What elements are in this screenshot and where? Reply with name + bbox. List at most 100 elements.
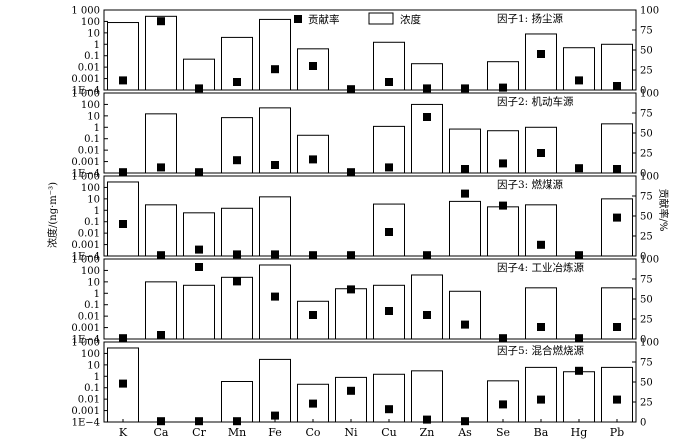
bar-Mn bbox=[221, 380, 253, 423]
marker-Zn bbox=[423, 251, 431, 260]
category-label: Hg bbox=[571, 426, 588, 439]
right-tick-label: 50 bbox=[640, 129, 653, 140]
legend-marker-swatch bbox=[294, 15, 302, 23]
bar-Hg bbox=[563, 371, 595, 423]
left-tick-label: 0.001 bbox=[71, 74, 100, 85]
left-tick-label: 0.001 bbox=[71, 323, 100, 334]
left-tick-label: 10 bbox=[87, 28, 100, 39]
left-tick-label: 1 bbox=[94, 372, 100, 383]
bar-Ba bbox=[525, 287, 557, 340]
right-tick-label: 100 bbox=[640, 89, 659, 100]
left-tick-label: 10 bbox=[87, 277, 100, 288]
left-tick-label: 100 bbox=[81, 183, 100, 194]
right-tick-label: 100 bbox=[640, 172, 659, 183]
bar-As bbox=[449, 290, 481, 340]
marker-Ni bbox=[347, 386, 355, 395]
right-tick-label: 100 bbox=[640, 6, 659, 17]
right-tick-label: 75 bbox=[640, 109, 653, 120]
panel-label: 因子3: 燃煤源 bbox=[497, 178, 564, 191]
bar-Pb bbox=[601, 198, 633, 257]
left-tick-label: 1E−4 bbox=[72, 252, 100, 263]
marker-Cu bbox=[385, 163, 393, 172]
right-tick-label: 25 bbox=[640, 66, 653, 77]
marker-Cr bbox=[195, 263, 203, 271]
marker-Pb bbox=[613, 82, 621, 90]
left-tick-label: 0.01 bbox=[78, 63, 100, 74]
category-label: Cr bbox=[192, 426, 206, 439]
marker-Hg bbox=[575, 334, 583, 343]
marker-Hg bbox=[575, 76, 583, 85]
category-label: Cu bbox=[381, 426, 397, 439]
bar-Mn bbox=[221, 117, 253, 174]
left-tick-label: 100 bbox=[81, 100, 100, 111]
marker-Se bbox=[499, 400, 507, 409]
right-tick-label: 0 bbox=[640, 418, 646, 429]
marker-As bbox=[461, 84, 469, 93]
marker-K bbox=[119, 379, 127, 388]
left-tick-label: 100 bbox=[81, 17, 100, 28]
category-label: K bbox=[119, 426, 128, 439]
marker-Co bbox=[309, 399, 317, 408]
marker-Se bbox=[499, 334, 507, 343]
marker-As bbox=[461, 320, 469, 329]
marker-Cu bbox=[385, 405, 393, 414]
marker-Zn bbox=[423, 311, 431, 319]
left-tick-label: 1 bbox=[94, 123, 100, 134]
marker-K bbox=[119, 220, 127, 228]
bar-Cu bbox=[373, 373, 405, 423]
marker-Ba bbox=[537, 240, 545, 249]
category-label: Se bbox=[496, 426, 510, 439]
left-tick-label: 100 bbox=[81, 266, 100, 277]
category-label: As bbox=[457, 426, 472, 439]
right-tick-label: 25 bbox=[640, 398, 653, 409]
marker-Zn bbox=[423, 113, 431, 121]
left-tick-label: 1E−4 bbox=[72, 335, 100, 346]
legend-bar-label: 浓度 bbox=[400, 13, 421, 26]
bar-Ba bbox=[525, 366, 557, 423]
panel-label: 因子4: 工业冶炼源 bbox=[497, 261, 585, 274]
marker-Ca bbox=[157, 251, 165, 260]
marker-Fe bbox=[271, 411, 279, 420]
marker-Pb bbox=[613, 323, 621, 331]
bar-Ca bbox=[145, 281, 177, 340]
marker-Cu bbox=[385, 78, 393, 86]
marker-Pb bbox=[613, 213, 621, 222]
left-tick-label: 0.1 bbox=[84, 134, 100, 145]
right-tick-label: 75 bbox=[640, 358, 653, 369]
bar-Fe bbox=[259, 264, 291, 340]
category-label: Ba bbox=[534, 426, 549, 439]
bar-Fe bbox=[259, 18, 291, 91]
left-tick-label: 1 bbox=[94, 40, 100, 51]
marker-K bbox=[119, 76, 127, 85]
left-tick-label: 1E−4 bbox=[72, 169, 100, 180]
marker-Ba bbox=[537, 50, 545, 58]
bar-Zn bbox=[411, 274, 443, 340]
bar-Pb bbox=[601, 287, 633, 340]
bar-Fe bbox=[259, 358, 291, 423]
category-label: Mn bbox=[228, 426, 246, 439]
marker-Mn bbox=[233, 250, 241, 259]
marker-Cr bbox=[195, 168, 203, 177]
legend: 贡献率 浓度 bbox=[294, 12, 421, 26]
marker-Ni bbox=[347, 251, 355, 260]
panel-label: 因子2: 机动车源 bbox=[497, 95, 574, 108]
marker-Mn bbox=[233, 156, 241, 165]
legend-marker-label: 贡献率 bbox=[308, 13, 340, 26]
left-tick-label: 0.1 bbox=[84, 383, 100, 394]
right-tick-label: 0 bbox=[640, 169, 646, 180]
marker-Fe bbox=[271, 65, 279, 74]
right-tick-label: 75 bbox=[640, 26, 653, 37]
category-label: Ni bbox=[344, 426, 358, 439]
panel-label: 因子1: 扬尘源 bbox=[497, 12, 564, 25]
right-tick-label: 50 bbox=[640, 212, 653, 223]
left-tick-label: 1 bbox=[94, 206, 100, 217]
left-tick-label: 0.01 bbox=[78, 229, 100, 240]
bar-Zn bbox=[411, 370, 443, 423]
right-tick-label: 75 bbox=[640, 275, 653, 286]
marker-Pb bbox=[613, 165, 621, 173]
